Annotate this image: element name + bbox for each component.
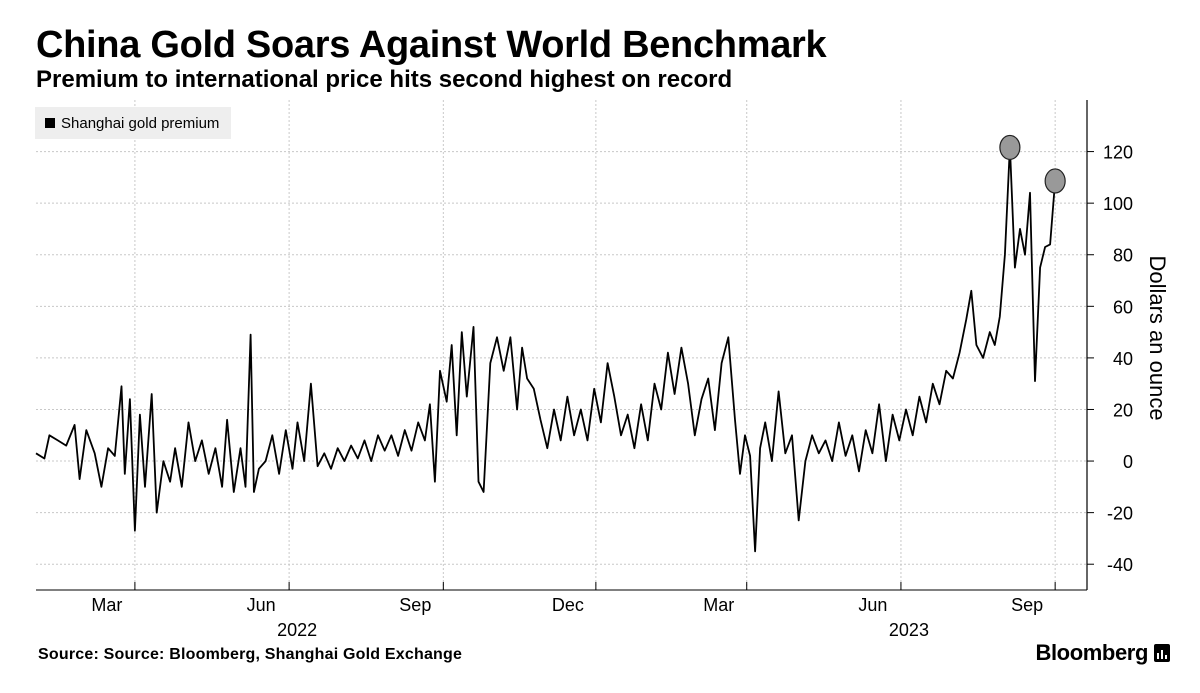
series-line-shanghai-gold-premium <box>35 145 1057 553</box>
y-tick-label: 80 <box>1113 246 1133 266</box>
y-tick-label: 100 <box>1103 194 1133 214</box>
source-note: Source: Source: Bloomberg, Shanghai Gold… <box>38 646 463 663</box>
x-year-label: 2022 <box>277 620 317 640</box>
y-tick-label: -40 <box>1107 555 1133 575</box>
bloomberg-logo: Bloomberg <box>1035 640 1170 666</box>
x-year-label: 2023 <box>889 620 929 640</box>
legend-label: Shanghai gold premium <box>61 114 220 132</box>
x-tick-label: Mar <box>91 595 122 615</box>
y-axis-title: Dollars an ounce <box>1145 255 1170 420</box>
grid <box>36 100 1087 590</box>
x-tick-label: Jun <box>247 595 276 615</box>
chart-subtitle: Premium to international price hits seco… <box>36 66 733 93</box>
y-tick-label: 40 <box>1113 349 1133 369</box>
y-tick-label: 60 <box>1113 297 1133 317</box>
x-tick-label: Sep <box>399 595 431 615</box>
x-tick-label: Jun <box>858 595 887 615</box>
x-tick-label: Sep <box>1011 595 1043 615</box>
brand-name: Bloomberg <box>1035 640 1148 665</box>
legend-swatch <box>45 118 55 128</box>
x-tick-label: Mar <box>703 595 734 615</box>
bloomberg-terminal-icon <box>1154 644 1170 662</box>
axes: -40 -20 0 20 40 60 80 100 120 Mar Jun Sep Dec Mar Jun S… <box>36 100 1170 640</box>
x-tick-label: Dec <box>552 595 584 615</box>
series-layer <box>35 145 1057 553</box>
highlight-layer <box>999 134 1066 194</box>
y-tick-label: -20 <box>1107 504 1133 524</box>
y-tick-label: 20 <box>1113 400 1133 420</box>
highlight-marker <box>1044 168 1066 194</box>
chart-title: China Gold Soars Against World Benchmark <box>36 24 827 66</box>
y-tick-label: 120 <box>1103 143 1133 163</box>
y-tick-label: 0 <box>1123 452 1133 472</box>
highlight-marker <box>999 134 1021 161</box>
legend: Shanghai gold premium <box>35 107 232 139</box>
